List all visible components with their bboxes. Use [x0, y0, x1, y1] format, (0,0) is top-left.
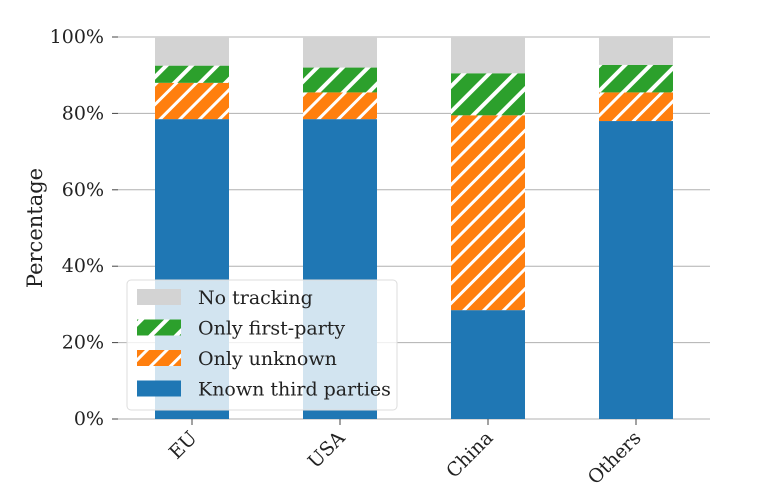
legend-label-no-tracking: No tracking	[198, 287, 313, 309]
bar-usa-only-unknown	[303, 92, 377, 120]
bar-eu-only-first-party	[155, 65, 229, 83]
legend-label-known-third-parties: Known third parties	[198, 379, 391, 401]
bar-usa-only-first-party	[303, 67, 377, 93]
legend-label-only-first-party: Only first-party	[198, 318, 345, 340]
x-tick-label: EU	[165, 427, 202, 464]
x-tick-label: USA	[304, 427, 350, 473]
x-tick-label: China	[442, 427, 497, 482]
legend-swatch-only-unknown	[137, 350, 181, 366]
bar-china-known-third-parties	[451, 310, 525, 419]
legend-swatch-known-third-parties	[137, 380, 181, 397]
bar-others-only-first-party	[599, 64, 673, 93]
legend-label-only-unknown: Only unknown	[198, 348, 337, 370]
y-tick-label: 0%	[74, 408, 104, 430]
y-tick-label: 100%	[50, 26, 104, 48]
y-tick-label: 20%	[62, 332, 104, 354]
y-tick-label: 80%	[62, 102, 104, 124]
y-tick-label: 40%	[62, 255, 104, 277]
bar-others-only-unknown	[599, 92, 673, 122]
bar-china-only-first-party	[451, 73, 525, 116]
y-tick-label: 60%	[62, 179, 104, 201]
legend: No tracking Only first-party Only unknown K…	[126, 279, 398, 411]
y-axis-title: Percentage	[23, 168, 47, 288]
legend-box	[126, 279, 398, 411]
bar-usa-no-tracking	[303, 37, 377, 68]
legend-swatch-only-first-party	[137, 319, 181, 336]
bar-china-only-unknown	[451, 115, 525, 311]
bar-others-known-third-parties	[599, 121, 673, 419]
bar-eu-only-unknown	[155, 82, 229, 120]
bar-eu-no-tracking	[155, 37, 229, 66]
x-tick-label: Others	[584, 427, 646, 489]
legend-swatch-no-tracking	[137, 289, 181, 305]
bar-china-no-tracking	[451, 37, 525, 74]
bar-others-no-tracking	[599, 37, 673, 65]
